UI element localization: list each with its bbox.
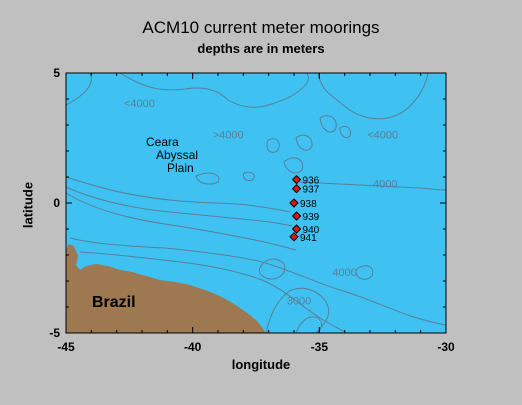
depth-contour-line <box>69 237 447 326</box>
depth-contour-line <box>79 251 347 334</box>
depth-label: 3000 <box>287 296 311 308</box>
depth-contour-line <box>243 171 255 181</box>
x-tick-label: -30 <box>437 340 455 354</box>
mooring-label: 937 <box>303 185 320 196</box>
depth-labels: <4000 >4000 <4000 4000 4000 3000 <box>124 98 398 308</box>
depth-contours <box>65 72 447 334</box>
mooring-marker <box>289 198 299 208</box>
depth-label: 4000 <box>332 267 356 279</box>
depth-contour-line <box>339 125 351 139</box>
depth-contour-line <box>65 176 291 213</box>
depth-label: 4000 <box>373 179 397 191</box>
depth-contour-line <box>319 115 337 133</box>
depth-contour-line <box>317 72 429 120</box>
feature-label-line: Ceara <box>146 135 179 149</box>
mooring-label: 941 <box>300 233 317 244</box>
depth-label: <4000 <box>124 98 155 110</box>
brazil-landmass <box>66 244 266 333</box>
feature-label-line: Plain <box>167 161 194 175</box>
axis-tick-labels: -45 -40 -35 -30 5 0 -5 <box>49 66 455 354</box>
depth-contour-line <box>266 138 280 153</box>
mooring-label: 938 <box>300 199 317 210</box>
mooring-marker <box>291 174 302 185</box>
x-tick-label: -45 <box>57 340 75 354</box>
depth-contour-line <box>65 186 293 227</box>
y-tick-label: 0 <box>53 196 60 210</box>
depth-contour-line <box>355 265 374 280</box>
depth-label: >4000 <box>213 129 244 141</box>
depth-contour-line <box>65 72 92 106</box>
x-tick-label: -40 <box>184 340 202 354</box>
depth-contour-line <box>258 258 286 280</box>
mooring-marker <box>289 232 299 242</box>
mooring-label: 940 <box>303 225 320 236</box>
mooring-marker <box>291 211 302 221</box>
depth-contour-line <box>65 192 297 251</box>
x-tick-label: -35 <box>311 340 329 354</box>
depth-contour-line <box>119 72 309 108</box>
map-title: ACM10 current meter moorings <box>142 18 380 37</box>
x-axis-label: longitude <box>231 357 291 372</box>
depth-contour-line <box>265 287 330 334</box>
y-tick-label: -5 <box>49 326 60 340</box>
feature-label-line: Abyssal <box>156 148 198 162</box>
mooring-label: 939 <box>303 212 320 223</box>
mooring-marker <box>291 224 302 234</box>
depth-contour-line <box>295 134 313 151</box>
mooring-marker <box>291 183 302 194</box>
depth-contour-line <box>295 316 323 334</box>
depth-label: <4000 <box>367 129 398 141</box>
map-subtitle: depths are in meters <box>197 41 325 56</box>
mooring-label: 936 <box>303 176 320 187</box>
axis-ticks <box>65 72 447 334</box>
depth-contour-line <box>283 157 304 174</box>
y-tick-label: 5 <box>53 66 60 80</box>
brazil-label: Brazil <box>92 294 136 311</box>
depth-contour-line <box>299 181 447 191</box>
depth-contour-line <box>195 172 220 185</box>
